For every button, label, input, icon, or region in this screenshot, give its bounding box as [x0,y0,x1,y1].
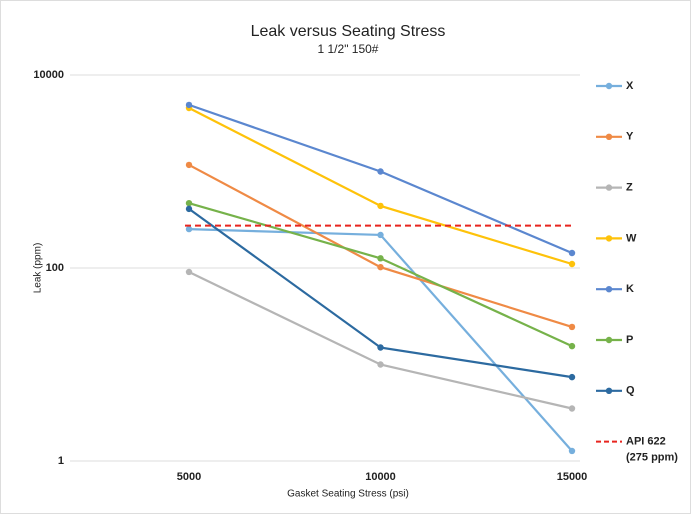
legend-label: X [626,80,634,92]
legend-label: P [626,334,633,346]
data-point [568,342,576,350]
data-point [377,202,384,210]
data-point [185,199,193,207]
x-tick-label: 5000 [177,471,201,483]
data-point [568,405,576,412]
data-point [185,205,193,213]
data-point [377,263,384,271]
legend-marker [605,82,613,90]
x-tick-label: 10000 [365,471,396,483]
legend-label: W [626,232,637,244]
data-point [568,447,576,455]
data-point [568,260,576,268]
data-point [185,161,193,169]
y-tick-label: 1 [58,455,64,467]
y-tick-label: 10000 [33,69,64,81]
data-point [185,101,193,109]
legend-label: K [626,283,634,295]
data-point [185,268,193,276]
legend-marker [605,336,613,344]
y-tick-label: 100 [46,262,64,274]
data-point [377,231,384,239]
legend-label: Y [626,131,634,143]
legend-marker [605,235,613,242]
legend-marker [605,133,613,140]
data-point [568,323,576,331]
data-point [377,168,384,175]
legend-annotation: (275 ppm) [626,452,678,464]
legend-label: Z [626,182,633,194]
chart-subtitle: 1 1/2" 150# [318,42,379,56]
data-point [377,361,384,368]
legend-marker [605,184,613,191]
data-point [568,249,576,257]
data-point [185,225,193,233]
y-axis-label: Leak (ppm) [33,243,44,294]
legend-label: API 622 [626,436,666,448]
x-axis-label: Gasket Seating Stress (psi) [287,489,409,500]
legend-marker [605,387,613,394]
chart-title: Leak versus Seating Stress [251,23,446,40]
x-tick-label: 15000 [557,471,588,483]
data-point [377,344,384,351]
data-point [377,255,384,262]
data-point [568,373,576,381]
legend-marker [605,286,613,293]
legend-label: Q [626,385,635,397]
